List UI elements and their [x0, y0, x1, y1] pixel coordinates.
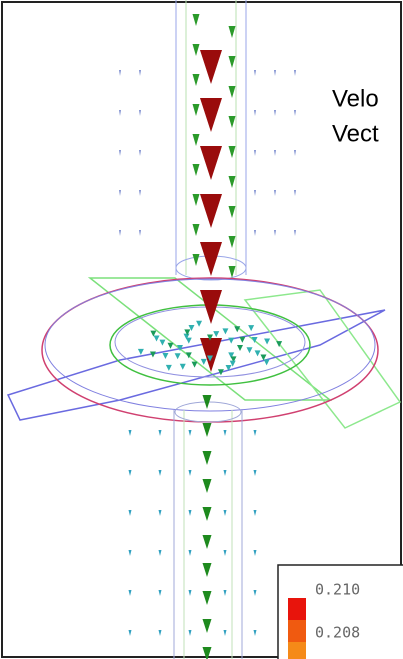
legend-label: 0.208 [315, 624, 360, 642]
legend-label: 0.210 [315, 581, 360, 599]
screenshot: Velo Vect 0.210 0.208 [0, 0, 403, 659]
visualization: Velo Vect 0.210 0.208 [0, 0, 403, 659]
title-line: Vect [332, 120, 379, 147]
legend-swatch [288, 642, 306, 659]
color-legend: 0.210 0.208 [278, 565, 403, 659]
title-line: Velo [332, 85, 379, 112]
legend-swatch [288, 620, 306, 642]
legend-swatch [288, 598, 306, 620]
